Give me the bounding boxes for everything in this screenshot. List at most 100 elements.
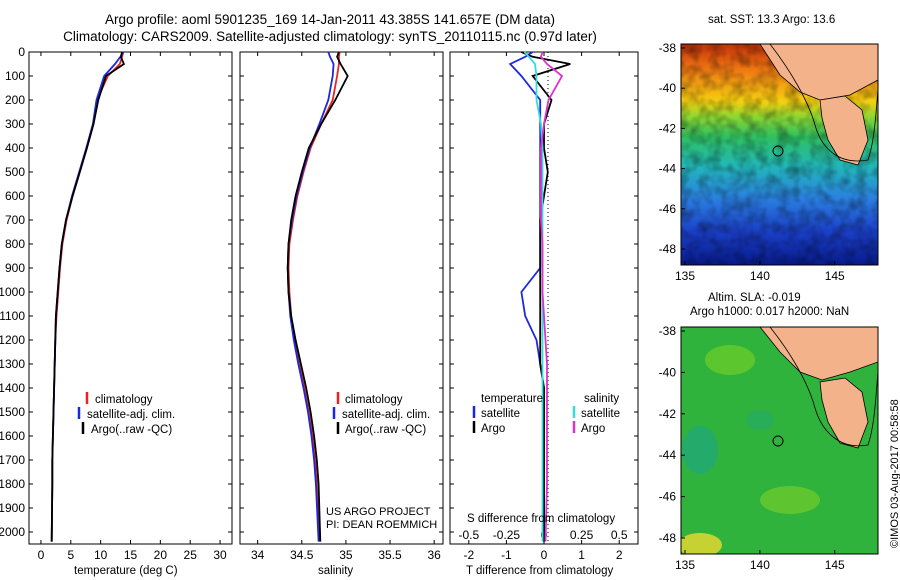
map-y-tick-label: -48 [659,531,677,545]
temperature-argo-raw-qc-line [50,51,126,542]
map-x-tick-label: 140 [750,558,770,572]
salinity-satellite-adj-clim-line [286,51,335,542]
depth-tick-label: 1700 [0,453,25,467]
map-x-tick-label: 145 [825,269,845,283]
temperature-x-tick-label: 20 [154,548,168,562]
salinity-argo-raw-qc-line [286,51,349,542]
sla-mainland [759,327,878,381]
sst-map-title: sat. SST: 13.3 Argo: 13.6 [708,14,836,26]
difference-s-tick-label: -0.5 [458,528,479,542]
sla-tasmania [819,377,869,449]
depth-tick-label: 1000 [0,285,25,299]
sla-x-axis: 135 140 145 [675,550,845,572]
map-y-tick-label: -38 [659,324,677,338]
difference-s-tick-label: 0.25 [570,528,594,542]
difference-s-tick-label: 0.5 [611,528,628,542]
legend-s-satellite-label: satellite [581,408,620,420]
depth-tick-label: 1800 [0,477,25,491]
sla-anomaly-patch [746,410,774,430]
sla-map-frame [680,326,879,555]
depth-tick-label: 1200 [0,333,25,347]
map-y-tick-label: -40 [659,365,677,379]
depth-tick-label: 500 [5,165,25,179]
difference-legend: temperature satellite Argo salinity sate… [472,393,620,435]
difference-s-tick-label: -0.25 [493,528,521,542]
depth-tick-label: 1900 [0,501,25,515]
map-y-tick-label: -38 [659,41,677,55]
sst-x-axis: 135 140 145 [675,261,845,283]
depth-tick-label: 1500 [0,405,25,419]
temperature-climatology-line [50,51,125,542]
depth-tick-label: 100 [5,69,25,83]
legend-satellite-label: satellite-adj. clim. [342,409,430,421]
imos-timestamp: ©IMOS 03-Aug-2017 00:58:58 [889,399,900,548]
depth-tick-label: 0 [18,45,25,59]
map-y-tick-label: -40 [659,81,677,95]
temperature-x-tick-label: 30 [213,548,227,562]
difference-top-label: S difference from climatology [467,513,616,525]
temperature-x-tick-label: 25 [184,548,198,562]
salinity-axes [239,51,444,545]
temperature-axes [28,51,233,545]
depth-tick-label: 2000 [0,525,25,539]
temperature-satellite-adj-clim-line [50,51,125,542]
salinity-x-axis: 34 34.5 35 35.5 36 [251,52,441,562]
map-y-tick-label: -46 [659,202,677,216]
temperature-x-axis: 0 5 10 15 20 25 30 [38,52,227,562]
difference-t-tick-label: 0 [541,548,548,562]
difference-t-tick-label: 1 [578,548,585,562]
depth-tick-label: 700 [5,213,25,227]
depth-axis: 0 100 200 300 400 500 600 700 800 900 1000 1100 1200… [0,45,638,539]
map-y-tick-label: -46 [659,490,677,504]
credit-line1: US ARGO PROJECT [326,506,431,518]
temperature-xlabel: temperature (deg C) [74,565,178,577]
credit-line2: PI: DEAN ROEMMICH [326,519,438,531]
map-x-tick-label: 140 [750,269,770,283]
map-x-tick-label: 145 [825,558,845,572]
temperature-x-tick-label: 5 [67,548,74,562]
figure-title-line1: Argo profile: aoml 5901235_169 14-Jan-20… [104,12,556,27]
sst-argo-marker [772,145,784,157]
sla-y-axis: -38 -40 -42 -44 -46 -48 [659,324,685,545]
map-y-tick-label: -42 [659,121,677,135]
difference-salinity-argo-line [539,51,564,542]
difference-temperature-satellite-line [508,51,545,542]
difference-temperature-argo-line [521,51,571,542]
map-y-tick-label: -48 [659,242,677,256]
depth-tick-label: 1400 [0,381,25,395]
sla-map: -38 -40 -42 -44 -46 -48 135 140 145 [659,324,879,572]
salinity-x-tick-label: 35 [339,548,353,562]
temperature-x-tick-label: 15 [124,548,138,562]
salinity-xlabel: salinity [318,565,354,577]
map-y-tick-label: -42 [659,407,677,421]
difference-t-tick-label: -1 [501,548,512,562]
legend-s-argo-label: Argo [581,423,605,435]
map-x-tick-label: 135 [675,269,695,283]
depth-tick-label: 300 [5,117,25,131]
depth-tick-label: 600 [5,189,25,203]
temperature-x-tick-label: 0 [38,548,45,562]
salinity-x-tick-label: 34 [251,548,265,562]
depth-tick-label: 1600 [0,429,25,443]
legend-t-satellite-label: satellite [481,408,520,420]
sst-y-axis: -38 -40 -42 -44 -46 -48 [659,41,685,256]
difference-t-tick-label: -2 [463,548,474,562]
legend-climatology-label: climatology [345,394,403,406]
legend-argo-label: Argo(..raw -QC) [91,424,172,436]
map-y-tick-label: -44 [659,448,677,462]
map-x-tick-label: 135 [675,558,695,572]
sst-map-frame [680,43,879,266]
salinity-x-tick-label: 34.5 [290,548,314,562]
depth-tick-label: 400 [5,141,25,155]
depth-tick-label: 1100 [0,309,25,323]
salinity-lines [286,51,349,542]
sla-argo-marker [772,435,784,447]
salinity-x-tick-label: 36 [427,548,441,562]
difference-xlabel: T difference from climatology [466,565,614,577]
sla-anomaly-patch [682,426,718,474]
depth-tick-label: 800 [5,237,25,251]
salinity-x-tick-label: 35.5 [378,548,402,562]
depth-tick-label: 900 [5,261,25,275]
sla-anomaly-patch [760,486,820,514]
